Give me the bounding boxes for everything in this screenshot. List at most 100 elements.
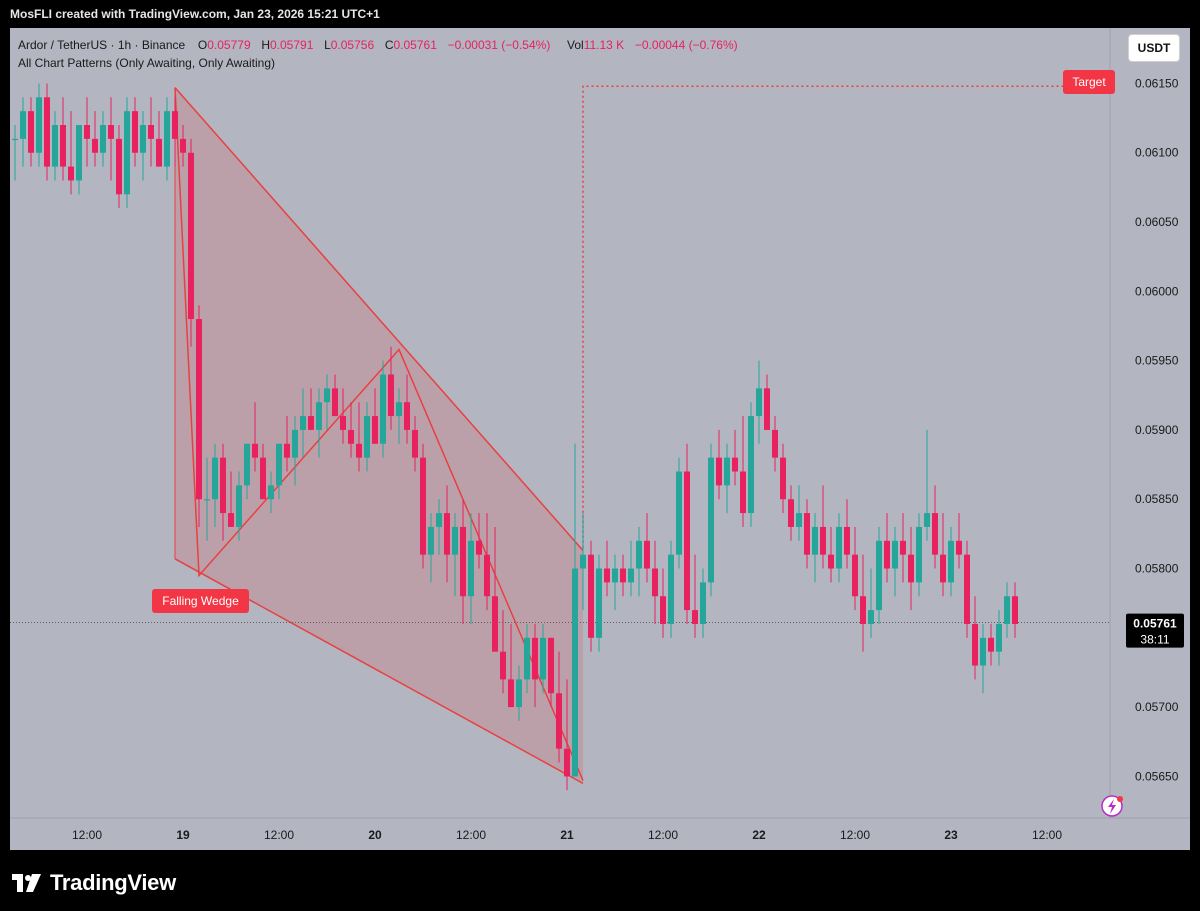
candle-body[interactable] bbox=[580, 554, 586, 569]
candle-body[interactable] bbox=[492, 596, 498, 652]
candle-body[interactable] bbox=[620, 568, 626, 583]
candle-body[interactable] bbox=[628, 568, 634, 583]
candle-body[interactable] bbox=[164, 111, 170, 167]
candle-body[interactable] bbox=[60, 125, 66, 167]
candle-body[interactable] bbox=[820, 526, 826, 555]
candle-body[interactable] bbox=[372, 416, 378, 444]
candle-body[interactable] bbox=[948, 540, 954, 583]
candle-body[interactable] bbox=[292, 429, 298, 458]
candle-body[interactable] bbox=[908, 554, 914, 583]
candle-body[interactable] bbox=[852, 554, 858, 597]
candle-body[interactable] bbox=[836, 526, 842, 569]
candle-body[interactable] bbox=[12, 138, 18, 141]
candle-body[interactable] bbox=[716, 457, 722, 486]
candle-body[interactable] bbox=[412, 429, 418, 458]
candle-body[interactable] bbox=[668, 554, 674, 624]
candle-body[interactable] bbox=[380, 374, 386, 444]
candle-body[interactable] bbox=[812, 526, 818, 555]
candle-body[interactable] bbox=[92, 138, 98, 153]
candle-body[interactable] bbox=[332, 388, 338, 417]
candle-body[interactable] bbox=[444, 513, 450, 555]
candle-body[interactable] bbox=[476, 540, 482, 555]
candle-body[interactable] bbox=[284, 443, 290, 458]
candle-body[interactable] bbox=[148, 125, 154, 139]
candle-body[interactable] bbox=[964, 554, 970, 624]
candle-body[interactable] bbox=[220, 457, 226, 514]
candle-body[interactable] bbox=[436, 513, 442, 527]
candle-body[interactable] bbox=[52, 125, 58, 167]
candle-body[interactable] bbox=[956, 540, 962, 555]
candle-body[interactable] bbox=[868, 610, 874, 624]
candle-body[interactable] bbox=[996, 623, 1002, 652]
candle-body[interactable] bbox=[468, 540, 474, 597]
candle-body[interactable] bbox=[460, 526, 466, 597]
pattern-name-badge[interactable] bbox=[152, 589, 249, 613]
candle-body[interactable] bbox=[316, 402, 322, 430]
candle-body[interactable] bbox=[396, 402, 402, 417]
candle-body[interactable] bbox=[420, 457, 426, 555]
candle-body[interactable] bbox=[132, 111, 138, 153]
candle-body[interactable] bbox=[660, 596, 666, 624]
candle-body[interactable] bbox=[364, 416, 370, 458]
candle-body[interactable] bbox=[764, 388, 770, 430]
candle-body[interactable] bbox=[300, 416, 306, 430]
candle-body[interactable] bbox=[924, 513, 930, 527]
candle-body[interactable] bbox=[748, 416, 754, 514]
candle-body[interactable] bbox=[700, 582, 706, 624]
candle-body[interactable] bbox=[268, 485, 274, 500]
candle-body[interactable] bbox=[900, 540, 906, 555]
chart-canvas[interactable]: 0.06150 0.06100 0.06050 0.06000 0.05950 0.059… bbox=[10, 28, 1190, 850]
candle-body[interactable] bbox=[892, 540, 898, 569]
candle-body[interactable] bbox=[100, 125, 106, 153]
candle-body[interactable] bbox=[404, 402, 410, 430]
candle-body[interactable] bbox=[484, 554, 490, 597]
candle-body[interactable] bbox=[684, 471, 690, 611]
candle-body[interactable] bbox=[428, 526, 434, 555]
target-badge[interactable] bbox=[1063, 70, 1115, 94]
candle-body[interactable] bbox=[524, 637, 530, 680]
candle-body[interactable] bbox=[772, 429, 778, 458]
wedge-upper-line[interactable] bbox=[174, 87, 584, 552]
candle-body[interactable] bbox=[236, 485, 242, 527]
candle-body[interactable] bbox=[156, 138, 162, 167]
candle-body[interactable] bbox=[308, 416, 314, 430]
currency-button[interactable]: USDT bbox=[1128, 34, 1180, 62]
candle-body[interactable] bbox=[612, 568, 618, 583]
candle-body[interactable] bbox=[36, 97, 42, 153]
candle-body[interactable] bbox=[588, 554, 594, 638]
candle-body[interactable] bbox=[676, 471, 682, 555]
candle-body[interactable] bbox=[340, 416, 346, 430]
candle-body[interactable] bbox=[188, 152, 194, 320]
candle-body[interactable] bbox=[540, 637, 546, 680]
candle-body[interactable] bbox=[124, 111, 130, 195]
candle-body[interactable] bbox=[740, 471, 746, 514]
candle-body[interactable] bbox=[180, 138, 186, 153]
candle-body[interactable] bbox=[388, 374, 394, 417]
candle-body[interactable] bbox=[556, 693, 562, 749]
candle-body[interactable] bbox=[140, 125, 146, 153]
candle-body[interactable] bbox=[228, 513, 234, 527]
candle-body[interactable] bbox=[1004, 596, 1010, 624]
candle-body[interactable] bbox=[356, 443, 362, 458]
candle-body[interactable] bbox=[564, 748, 570, 777]
indicator-legend[interactable]: All Chart Patterns (Only Awaiting, Only … bbox=[18, 56, 275, 70]
candle-body[interactable] bbox=[788, 499, 794, 527]
candle-body[interactable] bbox=[572, 568, 578, 777]
candle-body[interactable] bbox=[844, 526, 850, 555]
chart-frame[interactable]: 0.06150 0.06100 0.06050 0.06000 0.05950 0.059… bbox=[10, 28, 1190, 850]
candle-body[interactable] bbox=[508, 679, 514, 708]
candle-body[interactable] bbox=[196, 319, 202, 500]
candle-body[interactable] bbox=[860, 596, 866, 624]
candle-body[interactable] bbox=[260, 457, 266, 500]
candle-body[interactable] bbox=[84, 125, 90, 139]
candle-body[interactable] bbox=[44, 97, 50, 167]
candle-body[interactable] bbox=[116, 138, 122, 195]
candle-body[interactable] bbox=[108, 125, 114, 139]
candle-body[interactable] bbox=[244, 443, 250, 486]
candle-body[interactable] bbox=[276, 443, 282, 486]
candle-body[interactable] bbox=[252, 443, 258, 458]
candle-body[interactable] bbox=[324, 388, 330, 403]
candle-body[interactable] bbox=[692, 610, 698, 624]
candle-body[interactable] bbox=[76, 125, 82, 181]
candle-body[interactable] bbox=[1012, 596, 1018, 624]
